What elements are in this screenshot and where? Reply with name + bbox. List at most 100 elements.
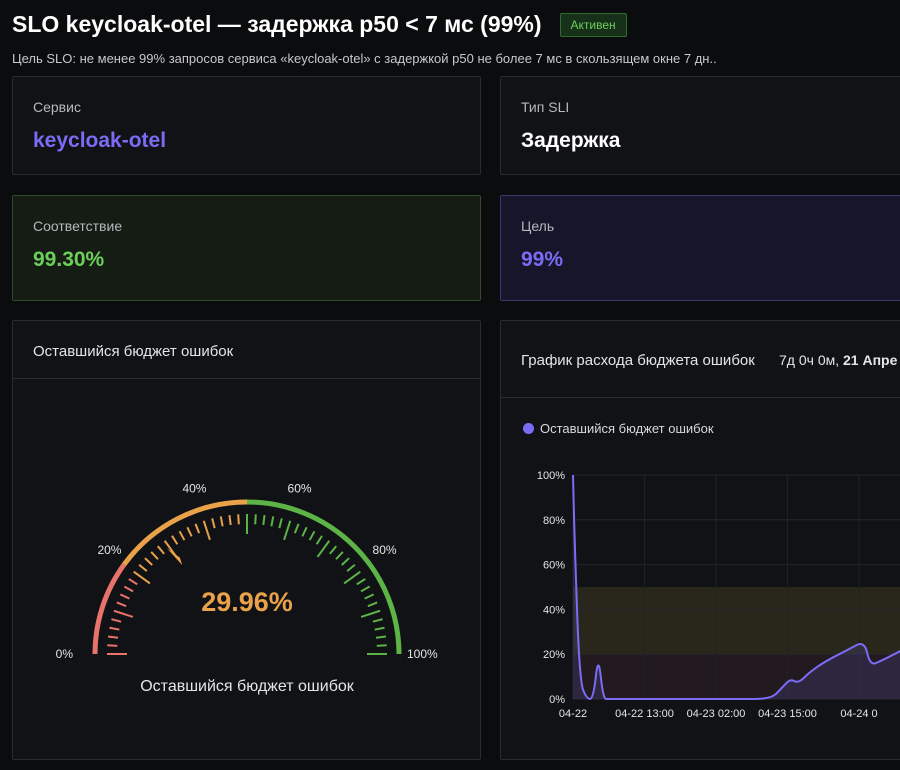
- gauge-tick: [341, 557, 350, 566]
- compliance-label: Соответствие: [33, 218, 123, 234]
- service-link[interactable]: keycloak-otel: [33, 129, 167, 152]
- slo-title: SLO keycloak-otel — задержка p50 < 7 мс …: [12, 11, 542, 37]
- gauge-tick: [360, 609, 381, 618]
- series-area: [573, 475, 900, 699]
- gauge-tick: [360, 585, 371, 593]
- sli-type-card: Тип SLI Задержка: [500, 76, 900, 175]
- service-card: Сервис keycloak-otel: [12, 76, 481, 175]
- gauge-tick: [107, 644, 118, 647]
- gauge-tick-label: 80%: [373, 543, 397, 557]
- gauge-tick: [186, 526, 193, 537]
- gauge-tick: [316, 540, 331, 558]
- gauge-tick: [119, 593, 130, 600]
- gauge-pointer-icon: [166, 548, 183, 566]
- gauge-tick: [367, 601, 378, 608]
- x-tick-label: 04-24 0: [840, 708, 877, 720]
- gauge-tick: [315, 535, 323, 545]
- x-tick-label: 04-22: [559, 708, 587, 720]
- gauge-tick: [374, 626, 385, 631]
- gauge-tick: [329, 545, 338, 555]
- burn-panel-title: График расхода бюджета ошибок: [521, 352, 755, 369]
- y-tick-label: 0%: [549, 694, 565, 706]
- gauge-tick: [343, 570, 361, 585]
- gauge-tick-label: 60%: [288, 481, 312, 495]
- burn-chart: 0% 20% 40% 60% 80% 100% 04-22 04-22 13:00 04-23…: [537, 470, 900, 720]
- gauge-tick: [171, 535, 179, 545]
- x-tick-label: 04-23 15:00: [758, 708, 817, 720]
- threshold-band: [573, 654, 900, 699]
- time-range-label[interactable]: 7д 0ч 0м, 21 Апре: [779, 352, 897, 368]
- gauge-arc-green: [246, 499, 402, 655]
- gauge-tick-label: 0%: [56, 647, 74, 661]
- gauge-tick: [156, 545, 165, 555]
- gauge-tick: [372, 618, 383, 623]
- page-title: SLO keycloak-otel — задержка p50 < 7 мс …: [12, 11, 627, 38]
- gauge-tick: [133, 570, 151, 585]
- error-budget-gauge-panel: Оставшийся бюджет ошибок 0% 20% 40% 60% 80% 1…: [12, 320, 481, 760]
- service-label: Сервис: [33, 99, 81, 115]
- gauge-arc-orange: [122, 499, 248, 567]
- gauge-tick: [202, 520, 211, 541]
- gauge-tick: [335, 551, 344, 560]
- slo-description: Цель SLO: не менее 99% запросов сервиса …: [12, 51, 717, 66]
- gauge-tick: [293, 523, 300, 534]
- target-label: Цель: [521, 218, 555, 234]
- gauge-tick: [178, 530, 186, 541]
- gauge-tick-label: 100%: [407, 647, 438, 661]
- gauge-tick: [228, 514, 232, 526]
- panel-divider: [501, 397, 900, 398]
- gauge-tick: [123, 585, 134, 593]
- gauge-arc-red: [92, 563, 127, 655]
- compliance-card: Соответствие 99.30%: [12, 195, 481, 301]
- legend-label: Оставшийся бюджет ошибок: [540, 421, 714, 436]
- gauge-tick: [254, 514, 257, 525]
- gauge-tick-label: 40%: [182, 481, 206, 495]
- error-budget-burn-panel: График расхода бюджета ошибок 7д 0ч 0м, …: [500, 320, 900, 760]
- sli-type-value: Задержка: [521, 129, 621, 152]
- gauge-tick: [107, 635, 119, 639]
- gauge-tick: [262, 514, 266, 526]
- gauge-tick: [138, 563, 148, 572]
- gauge-tick: [109, 626, 120, 631]
- gauge-tick: [283, 520, 292, 541]
- gauge-tick: [150, 551, 159, 560]
- error-budget-gauge: 0% 20% 40% 60% 80% 100% 29.96% Оставшийся бюд…: [56, 481, 438, 695]
- panel-divider: [13, 378, 480, 379]
- x-tick-label: 04-22 13:00: [615, 708, 674, 720]
- gauge-tick: [194, 523, 201, 534]
- gauge-tick: [128, 578, 138, 586]
- gauge-tick: [211, 518, 216, 529]
- gauge-tick: [356, 578, 366, 586]
- gauge-tick-label: 20%: [97, 543, 121, 557]
- compliance-value: 99.30%: [33, 248, 105, 271]
- gauge-tick: [308, 530, 316, 541]
- gauge-tick: [278, 518, 283, 529]
- y-tick-label: 60%: [543, 560, 565, 572]
- y-tick-label: 80%: [543, 515, 565, 527]
- gauge-tick: [111, 618, 122, 623]
- gauge-panel-title: Оставшийся бюджет ошибок: [33, 343, 234, 360]
- threshold-band: [573, 587, 900, 655]
- time-range-start: 21 Апре: [843, 352, 898, 368]
- series-line: [572, 474, 900, 701]
- gauge-tick: [144, 557, 153, 566]
- gauge-tick: [364, 593, 375, 600]
- gauge-tick: [346, 563, 356, 572]
- x-tick-label: 04-23 02:00: [687, 708, 746, 720]
- target-value: 99%: [521, 248, 564, 271]
- y-tick-label: 40%: [543, 604, 565, 616]
- chart-legend[interactable]: Оставшийся бюджет ошибок: [523, 421, 714, 436]
- gauge-tick: [375, 635, 387, 639]
- gauge-tick: [376, 644, 387, 647]
- y-tick-label: 100%: [537, 470, 565, 482]
- status-badge: Активен: [559, 12, 627, 37]
- time-range-duration: 7д 0ч 0м,: [779, 352, 844, 368]
- gauge-tick: [237, 514, 240, 525]
- sli-type-label: Тип SLI: [521, 99, 570, 115]
- gauge-tick: [219, 516, 224, 527]
- target-card: Цель 99%: [500, 195, 900, 301]
- gauge-tick: [113, 609, 134, 618]
- y-tick-label: 20%: [543, 649, 565, 661]
- gauge-tick: [301, 526, 308, 537]
- gauge-tick: [116, 601, 127, 608]
